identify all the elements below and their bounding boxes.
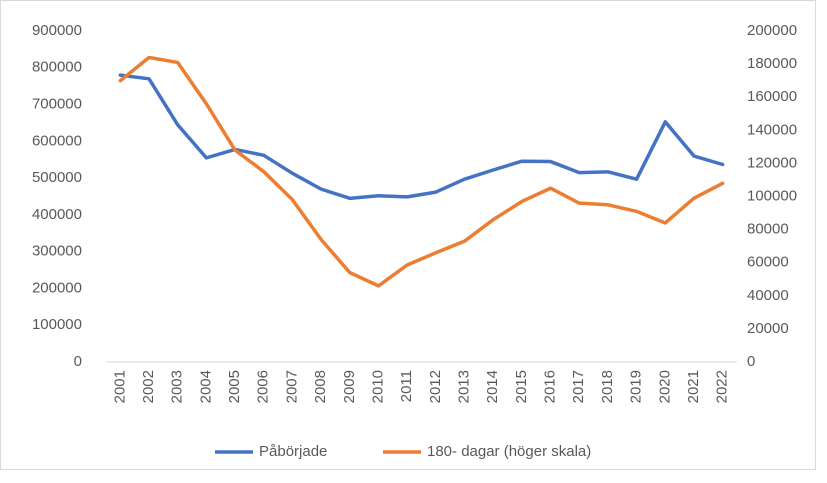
line-series [118, 73, 725, 201]
x-tick-label: 2014 [484, 370, 501, 403]
x-tick-label: 2006 [255, 370, 272, 403]
x-tick-label: 2011 [398, 370, 415, 402]
x-tick-label: 2021 [685, 370, 702, 403]
x-tick-label: 2008 [312, 370, 329, 403]
x-tick-label: 2013 [455, 370, 472, 403]
y-tick-label: 100000 [32, 316, 82, 333]
line-series [118, 55, 725, 288]
x-tick-label: 2003 [169, 370, 186, 403]
y2-tick-label: 140000 [747, 121, 797, 138]
x-tick-label: 2022 [714, 370, 731, 403]
x-tick-label: 2001 [111, 370, 128, 403]
y-tick-label: 800000 [32, 59, 82, 76]
y2-tick-label: 200000 [747, 22, 797, 39]
y-tick-label: 600000 [32, 132, 82, 149]
y-tick-label: 400000 [32, 206, 82, 223]
x-tick-label: 2002 [140, 370, 157, 403]
legend-label: 180- dagar (höger skala) [427, 443, 591, 460]
x-tick-label: 2007 [283, 370, 300, 403]
y2-tick-label: 20000 [747, 320, 789, 337]
y-tick-label: 300000 [32, 243, 82, 260]
x-tick-label: 2019 [628, 370, 645, 403]
x-tick-label: 2005 [226, 370, 243, 403]
legend-label: Påbörjade [259, 443, 327, 460]
y2-tick-label: 180000 [747, 55, 797, 72]
x-tick-label: 2018 [599, 370, 616, 403]
x-tick-label: 2015 [513, 370, 530, 403]
y2-tick-label: 160000 [747, 88, 797, 105]
x-tick-label: 2009 [341, 370, 358, 403]
y-tick-label: 700000 [32, 96, 82, 113]
y2-tick-label: 80000 [747, 221, 789, 238]
y2-tick-label: 60000 [747, 254, 789, 271]
y-tick-label: 500000 [32, 169, 82, 186]
y2-tick-label: 120000 [747, 154, 797, 171]
x-tick-label: 2017 [570, 370, 587, 403]
y2-tick-label: 40000 [747, 287, 789, 304]
y2-tick-label: 100000 [747, 187, 797, 204]
y-tick-label: 200000 [32, 279, 82, 296]
x-tick-label: 2020 [656, 370, 673, 403]
x-tick-label: 2010 [369, 370, 386, 403]
x-tick-label: 2012 [427, 370, 444, 403]
y2-tick-label: 0 [747, 353, 755, 370]
x-tick-label: 2004 [197, 370, 214, 403]
y-tick-label: 900000 [32, 22, 82, 39]
x-tick-label: 2016 [542, 370, 559, 403]
y-tick-label: 0 [74, 353, 82, 370]
